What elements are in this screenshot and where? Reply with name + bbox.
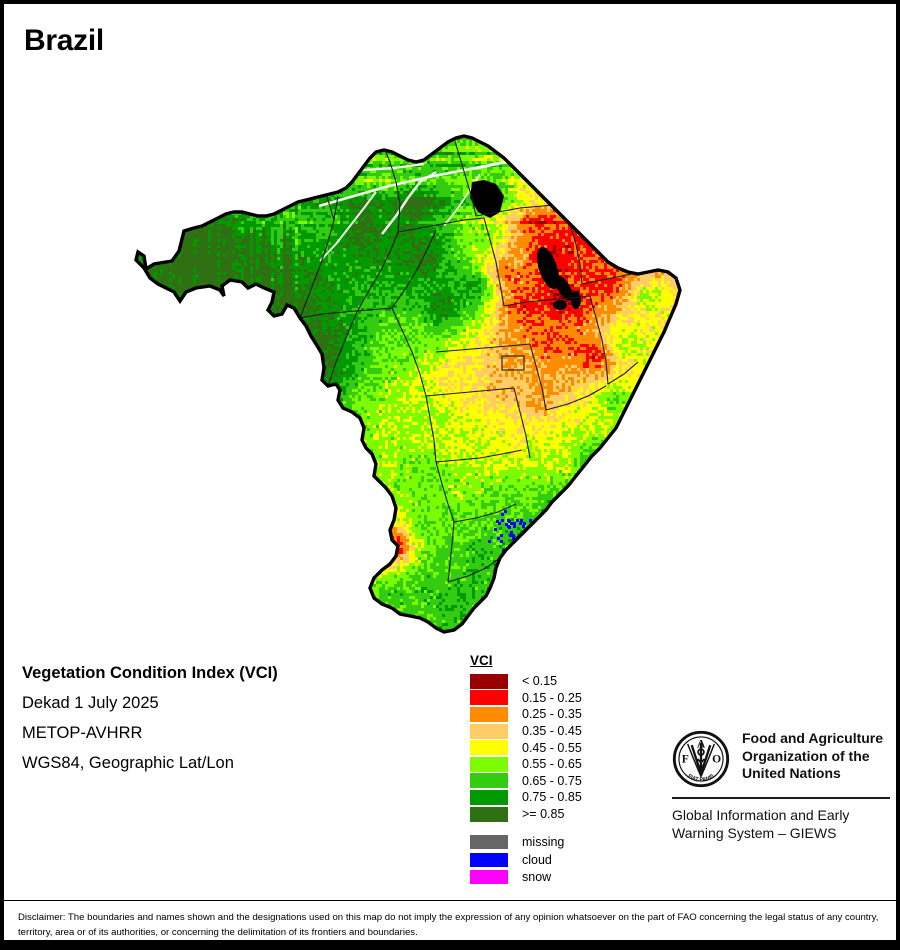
bottom-border bbox=[4, 940, 896, 946]
legend-class-label: 0.65 - 0.75 bbox=[522, 773, 582, 788]
legend-nodata-label: snow bbox=[522, 870, 552, 885]
svg-text:O: O bbox=[712, 752, 721, 765]
legend-class-label: < 0.15 bbox=[522, 674, 558, 689]
legend-class-swatch bbox=[470, 740, 508, 756]
legend-class-row: 0.15 - 0.25 bbox=[470, 690, 650, 707]
svg-text:A: A bbox=[697, 737, 706, 750]
disclaimer-text: Disclaimer: The boundaries and names sho… bbox=[18, 912, 879, 938]
legend-nodata-label: missing bbox=[522, 835, 565, 850]
caption-line-projection: WGS84, Geographic Lat/Lon bbox=[22, 754, 234, 772]
caption-line-title: Vegetation Condition Index (VCI) bbox=[22, 664, 278, 682]
legend-nodata-swatch bbox=[470, 870, 508, 885]
legend-class-swatch bbox=[470, 789, 508, 805]
giews-line-1: Global Information and Early bbox=[672, 807, 850, 823]
caption-line-dekad: Dekad 1 July 2025 bbox=[22, 694, 159, 712]
map-caption: Vegetation Condition Index (VCI) Dekad 1… bbox=[22, 658, 442, 778]
legend-class-label: 0.15 - 0.25 bbox=[522, 690, 582, 705]
legend-nodata-list: missing cloud snow bbox=[470, 833, 650, 886]
legend-class-swatch bbox=[470, 723, 508, 739]
legend-class-swatch bbox=[470, 673, 508, 689]
fao-name-line-3: United Nations bbox=[742, 765, 841, 781]
disclaimer-divider bbox=[4, 900, 896, 901]
legend-class-swatch bbox=[470, 773, 508, 789]
legend-class-row: < 0.15 bbox=[470, 673, 650, 690]
legend-nodata-label: cloud bbox=[522, 852, 552, 867]
fao-name-line-1: Food and Agriculture bbox=[742, 730, 884, 746]
legend-nodata-swatch bbox=[470, 852, 508, 867]
legend-class-row: >= 0.85 bbox=[470, 806, 650, 823]
svg-text:FIAT PANIS: FIAT PANIS bbox=[687, 773, 716, 783]
legend-class-label: >= 0.85 bbox=[522, 807, 565, 822]
legend: VCI < 0.15 0.15 - 0.25 0.25 - 0.35 0.35 - 0… bbox=[470, 652, 650, 886]
legend-class-swatch bbox=[470, 806, 508, 822]
legend-class-row: 0.55 - 0.65 bbox=[470, 756, 650, 773]
legend-class-label: 0.75 - 0.85 bbox=[522, 790, 582, 805]
legend-class-label: 0.35 - 0.45 bbox=[522, 724, 582, 739]
legend-nodata-row: missing bbox=[470, 833, 650, 851]
caption-line-sensor: METOP-AVHRR bbox=[22, 724, 143, 742]
fao-name-line-2: Organization of the bbox=[742, 747, 870, 764]
legend-class-swatch bbox=[470, 690, 508, 706]
vci-class-7-cells bbox=[136, 136, 565, 632]
svg-text:F: F bbox=[682, 752, 689, 765]
page-title: Brazil bbox=[24, 24, 104, 57]
fao-logo-block: A F O FIAT PANIS Food and Agriculture Or… bbox=[672, 730, 892, 842]
legend-class-label: 0.55 - 0.65 bbox=[522, 757, 582, 772]
legend-title: VCI bbox=[470, 653, 493, 668]
legend-class-label: 0.45 - 0.55 bbox=[522, 740, 582, 755]
legend-class-row: 0.35 - 0.45 bbox=[470, 723, 650, 740]
vci-cloud-cells bbox=[488, 501, 565, 573]
fao-divider bbox=[672, 797, 890, 799]
legend-class-row: 0.45 - 0.55 bbox=[470, 739, 650, 756]
brazil-map-svg[interactable] bbox=[124, 56, 724, 636]
legend-class-row: 0.75 - 0.85 bbox=[470, 789, 650, 806]
fao-emblem-icon: A F O FIAT PANIS bbox=[672, 730, 730, 788]
legend-class-swatch bbox=[470, 756, 508, 772]
legend-nodata-row: snow bbox=[470, 868, 650, 886]
vci-map[interactable] bbox=[124, 56, 724, 636]
legend-nodata-row: cloud bbox=[470, 851, 650, 869]
legend-class-label: 0.25 - 0.35 bbox=[522, 707, 582, 722]
legend-class-swatch bbox=[470, 706, 508, 722]
giews-line-2: Warning System – GIEWS bbox=[672, 825, 837, 841]
legend-class-row: 0.25 - 0.35 bbox=[470, 706, 650, 723]
legend-class-list: < 0.15 0.15 - 0.25 0.25 - 0.35 0.35 - 0.45 0… bbox=[470, 673, 650, 822]
legend-nodata-swatch bbox=[470, 835, 508, 850]
legend-class-row: 0.65 - 0.75 bbox=[470, 773, 650, 790]
